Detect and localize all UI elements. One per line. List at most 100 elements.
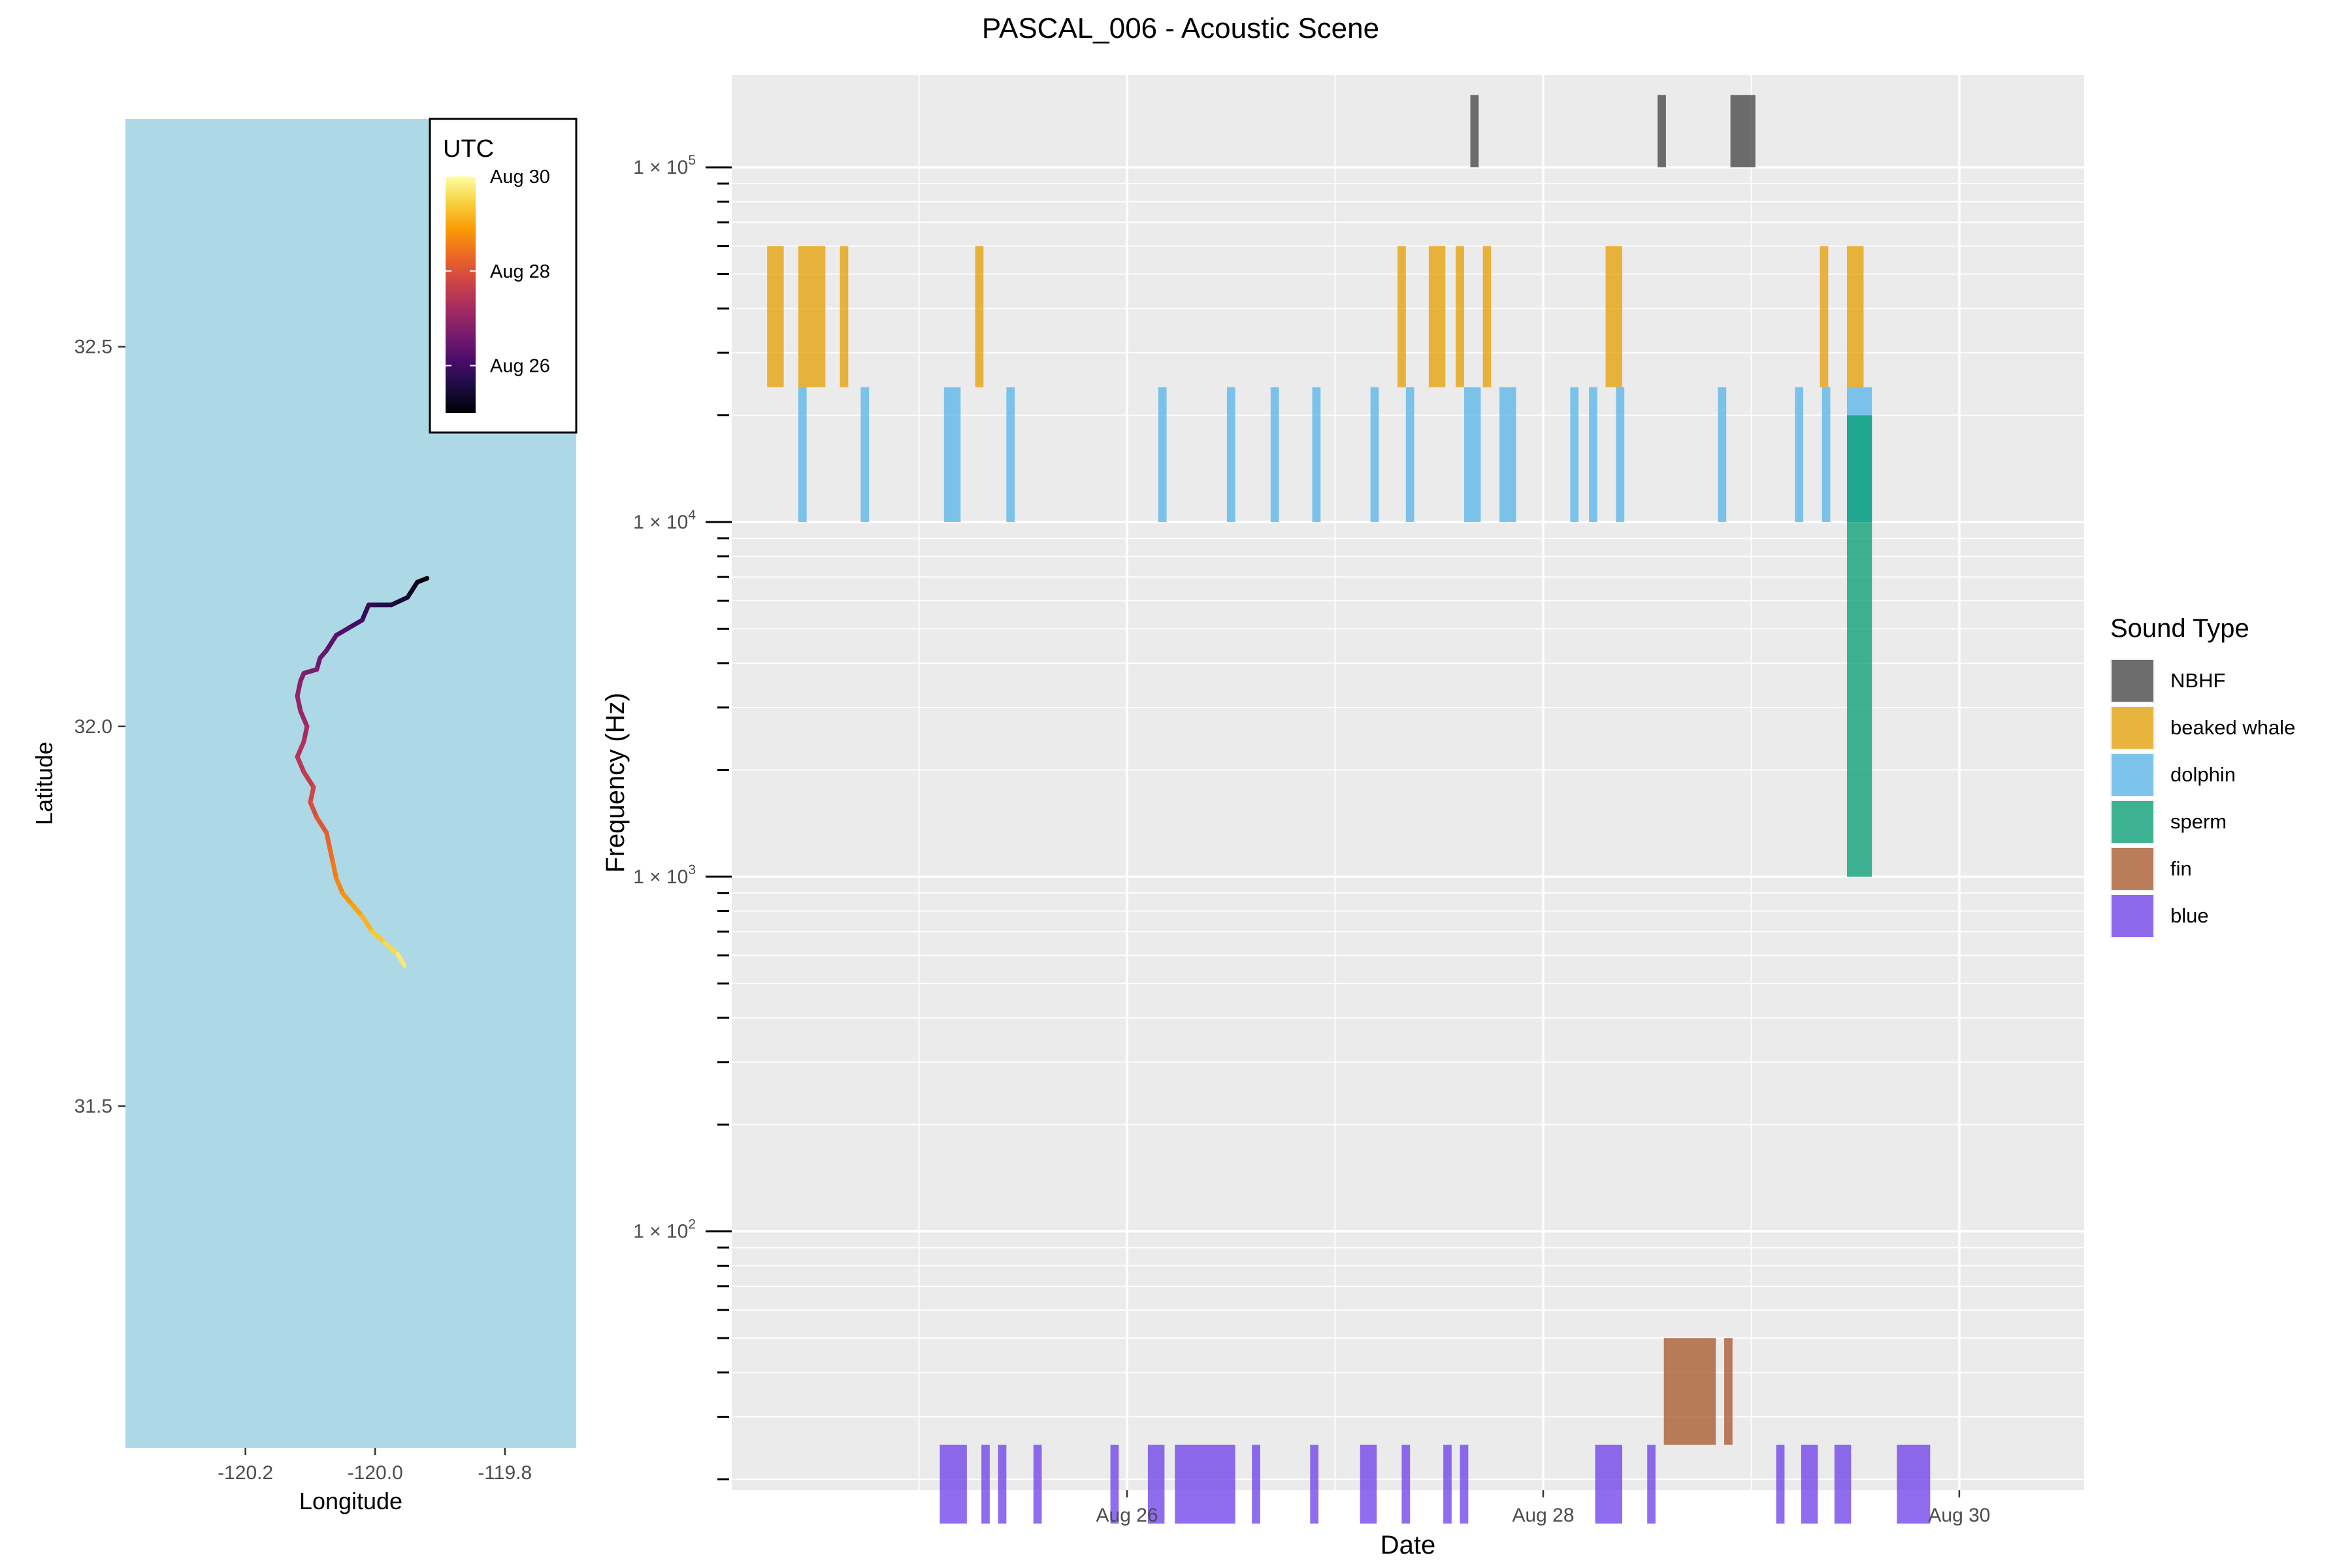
- detection-bar: [1470, 95, 1479, 168]
- detection-bar: [1846, 415, 1872, 877]
- detection-bar: [1270, 387, 1279, 522]
- map-track: [295, 576, 430, 968]
- colorbar-tick-label: Aug 28: [490, 261, 550, 282]
- detection-bar: [1846, 246, 1864, 387]
- track-segment: [382, 940, 400, 957]
- legend-label: dolphin: [2170, 763, 2236, 786]
- track-segment: [334, 625, 352, 638]
- acoustic-bars: [767, 95, 1931, 1524]
- detection-bar: [1443, 1445, 1452, 1524]
- tick-exponent: 4: [688, 508, 696, 523]
- detection-bar: [1401, 1445, 1411, 1524]
- detection-bar: [1463, 387, 1481, 522]
- track-segment: [295, 754, 306, 775]
- series-blue: [939, 1445, 1931, 1524]
- colorbar-tick-label: Aug 26: [490, 356, 550, 377]
- detection-bar: [1570, 387, 1579, 522]
- acoustic-x-label: Date: [1380, 1531, 1436, 1560]
- map-y-label: Latitude: [31, 742, 57, 825]
- detection-bar: [1405, 387, 1414, 522]
- detection-bar: [1801, 1445, 1818, 1524]
- detection-bar: [1360, 1445, 1377, 1524]
- map-x-tick-label: -120.2: [218, 1462, 273, 1484]
- track-segment: [295, 678, 303, 698]
- acoustic-x-axis: Aug 26 Aug 28 Aug 30: [1096, 1490, 1990, 1526]
- detection-bar: [1595, 1445, 1623, 1524]
- map-x-tick-label: -119.8: [478, 1462, 532, 1484]
- detection-bar: [1147, 1445, 1165, 1524]
- legend-label: blue: [2170, 904, 2209, 927]
- series-fin: [1663, 1338, 1733, 1445]
- legend-swatch: [2112, 660, 2153, 702]
- acoustic-y-tick-label: 1 × 102: [633, 1217, 696, 1243]
- legend-swatch: [2112, 801, 2153, 843]
- acoustic-x-tick-label: Aug 28: [1512, 1505, 1574, 1526]
- tick-base: 1 × 10: [633, 1221, 688, 1243]
- track-segment: [308, 785, 316, 805]
- detection-bar: [1499, 387, 1516, 522]
- detection-bar: [981, 1445, 990, 1524]
- map-x-label: Longitude: [299, 1488, 402, 1514]
- detection-bar: [1730, 95, 1756, 168]
- track-segment: [405, 580, 420, 600]
- legend-label: sperm: [2170, 810, 2227, 833]
- detection-bar: [1724, 1338, 1733, 1445]
- track-segment: [350, 902, 365, 919]
- legend-title: Sound Type: [2110, 614, 2249, 643]
- track-segment: [324, 632, 339, 653]
- track-segment: [331, 860, 339, 881]
- legend-label: fin: [2170, 857, 2192, 880]
- detection-bar: [1820, 246, 1829, 387]
- detection-bar: [1456, 246, 1464, 387]
- detection-bar: [1226, 387, 1235, 522]
- track-segment: [324, 830, 333, 851]
- track-segment: [301, 770, 316, 790]
- track-segment: [301, 724, 310, 744]
- acoustic-y-tick-label: 1 × 105: [633, 153, 696, 178]
- detection-bar: [1834, 1445, 1852, 1524]
- detection-bar: [767, 246, 784, 387]
- acoustic-y-label: Frequency (Hz): [601, 693, 630, 873]
- legend-label: NBHF: [2170, 669, 2225, 692]
- detection-bar: [1175, 1445, 1235, 1524]
- detection-bar: [1605, 246, 1623, 387]
- detection-bar: [998, 1445, 1007, 1524]
- detection-bar: [1821, 387, 1831, 522]
- colorbar-gradient: [446, 176, 476, 413]
- acoustic-x-tick-label: Aug 30: [1928, 1505, 1990, 1526]
- track-segment: [340, 891, 355, 907]
- detection-bar: [798, 246, 826, 387]
- detection-bar: [840, 246, 849, 387]
- detection-bar: [1616, 387, 1625, 522]
- legend-swatch: [2112, 895, 2153, 937]
- map-x-axis: -120.2 -120.0 -119.8: [218, 1448, 532, 1484]
- detection-bar: [1776, 1445, 1785, 1524]
- map-panel: -120.2 -120.0 -119.8 31.5 32.0 32.5 Longitud…: [31, 118, 578, 1514]
- series-nbhf: [1470, 95, 1756, 168]
- detection-bar: [1397, 246, 1406, 387]
- detection-bar: [1589, 387, 1597, 522]
- acoustic-plot-background: [732, 75, 2084, 1490]
- track-segment: [314, 815, 329, 836]
- colorbar-tick-label: Aug 30: [490, 167, 550, 188]
- detection-bar: [1897, 1445, 1931, 1524]
- figure-title: PASCAL_006 - Acoustic Scene: [982, 12, 1379, 44]
- detection-bar: [1428, 246, 1446, 387]
- legend-swatch: [2112, 707, 2153, 749]
- track-segment: [347, 617, 365, 630]
- track-segment: [359, 602, 371, 623]
- track-segment: [295, 693, 303, 714]
- track-segment: [308, 800, 319, 820]
- tick-exponent: 5: [688, 153, 696, 168]
- tick-exponent: 2: [688, 1217, 696, 1232]
- detection-bar: [1658, 95, 1666, 168]
- sound-type-legend: Sound Type NBHF beaked whale dolphin sperm fi…: [2110, 614, 2295, 938]
- detection-bar: [860, 387, 870, 522]
- series-beaked-whale: [767, 246, 1864, 387]
- map-y-tick-label: 32.5: [74, 336, 112, 358]
- map-y-axis: 31.5 32.0 32.5: [74, 336, 125, 1117]
- tick-exponent: 3: [688, 862, 696, 877]
- detection-bar: [1110, 1445, 1119, 1524]
